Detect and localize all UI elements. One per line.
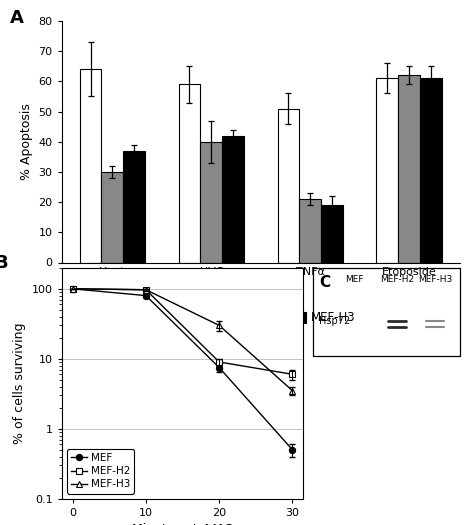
MEF-H2 bbox=[290, 371, 295, 377]
MEF-H3 bbox=[290, 387, 295, 394]
Y-axis label: % Apoptosis: % Apoptosis bbox=[20, 103, 33, 180]
MEF-H2 bbox=[143, 287, 149, 293]
Text: MEF-H2: MEF-H2 bbox=[380, 275, 414, 284]
Bar bbox=[179, 85, 201, 262]
MEF bbox=[70, 286, 75, 292]
Text: B: B bbox=[0, 254, 8, 272]
Line: MEF-H2: MEF-H2 bbox=[70, 286, 296, 377]
Bar bbox=[201, 142, 222, 262]
X-axis label: Minutes at 44°C: Minutes at 44°C bbox=[132, 523, 233, 525]
MEF-H3 bbox=[216, 322, 222, 329]
Text: C: C bbox=[319, 275, 330, 290]
MEF bbox=[290, 447, 295, 453]
Bar bbox=[299, 199, 321, 262]
Line: MEF: MEF bbox=[70, 286, 296, 453]
Text: MEF-H3: MEF-H3 bbox=[418, 275, 452, 284]
MEF-H2 bbox=[216, 359, 222, 365]
Legend: MEF, MEF-H2, MEF-H3: MEF, MEF-H2, MEF-H3 bbox=[162, 307, 360, 329]
Text: MEF: MEF bbox=[345, 275, 364, 284]
MEF-H2 bbox=[70, 286, 75, 292]
Bar bbox=[123, 151, 145, 262]
Bar bbox=[80, 69, 101, 262]
Bar bbox=[222, 135, 244, 262]
Bar bbox=[376, 78, 398, 262]
Bar bbox=[101, 172, 123, 262]
MEF bbox=[216, 364, 222, 371]
Bar bbox=[420, 78, 442, 262]
Text: Hsp72: Hsp72 bbox=[319, 316, 350, 326]
MEF-H3 bbox=[70, 286, 75, 292]
Bar bbox=[398, 75, 420, 262]
Bar bbox=[321, 205, 343, 262]
Line: MEF-H3: MEF-H3 bbox=[70, 286, 296, 394]
Bar bbox=[277, 109, 299, 262]
MEF bbox=[143, 292, 149, 299]
MEF-H3 bbox=[143, 287, 149, 293]
Y-axis label: % of cells surviving: % of cells surviving bbox=[13, 322, 26, 444]
Text: A: A bbox=[10, 9, 24, 27]
Legend: MEF, MEF-H2, MEF-H3: MEF, MEF-H2, MEF-H3 bbox=[67, 449, 134, 494]
